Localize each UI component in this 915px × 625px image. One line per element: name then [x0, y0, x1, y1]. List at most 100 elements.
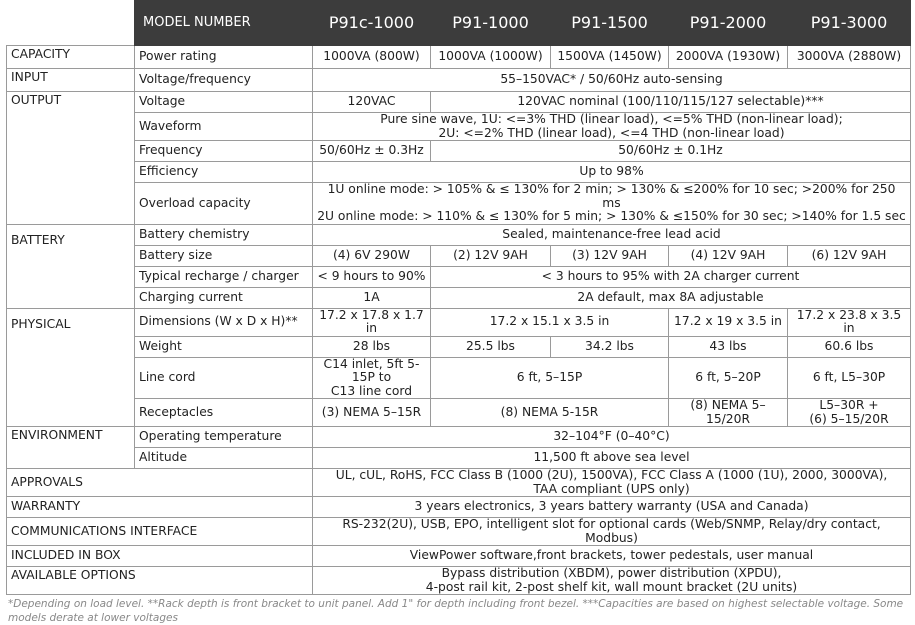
spec-label: Dimensions (W x D x H)** — [134, 307, 313, 337]
spec-label: Weight — [134, 335, 313, 358]
spec-label: Line cord — [134, 356, 313, 399]
model-heading: P91-1500 — [550, 0, 669, 46]
spec-value: 11,500 ft above sea level — [312, 447, 911, 469]
spec-value: 32–104°F (0–40°C) — [312, 426, 911, 448]
spec-value: L5–30R + (6) 5–15/20R — [787, 398, 911, 427]
spec-row: Battery size (4) 6V 290W (2) 12V 9AH (3) 12… — [7, 244, 911, 267]
spec-row: PHYSICAL Dimensions (W x D x H)** 17.2 x 1… — [6, 307, 911, 427]
general-label: APPROVALS — [6, 468, 313, 497]
general-row: WARRANTY 3 years electronics, 3 years bat… — [6, 496, 911, 518]
spec-value: (3) NEMA 5–15R — [312, 398, 431, 427]
spec-value: 120VAC — [312, 91, 431, 113]
spec-label: Receptacles — [134, 398, 313, 427]
spec-value: 1000VA (1000W) — [430, 45, 551, 69]
spec-value: 6 ft, L5–30P — [787, 356, 911, 399]
spec-value: 50/60Hz ± 0.3Hz — [312, 140, 431, 162]
spec-value: 34.2 lbs — [550, 335, 669, 358]
spec-row: Frequency 50/60Hz ± 0.3Hz 50/60Hz ± 0.1Hz — [7, 140, 911, 162]
spec-value: 17.2 x 17.8 x 1.7 in — [312, 307, 431, 337]
spec-row: OUTPUT Voltage 120VAC 120VAC nominal (100/1… — [6, 91, 911, 225]
general-label: INCLUDED IN BOX — [6, 545, 313, 567]
spec-value: < 3 hours to 95% with 2A charger current — [430, 265, 911, 288]
general-value: ViewPower software,front brackets, tower… — [312, 545, 911, 567]
model-heading: P91c-1000 — [312, 0, 431, 46]
spec-value: Up to 98% — [312, 161, 911, 183]
spec-row: INPUT Voltage/frequency 55–150VAC* / 50/60… — [6, 68, 911, 92]
general-row: INCLUDED IN BOX ViewPower software,front … — [6, 545, 911, 567]
general-row: COMMUNICATIONS INTERFACE RS-232(2U), USB,… — [6, 517, 911, 546]
spec-value: (4) 12V 9AH — [668, 244, 788, 267]
spec-value: (2) 12V 9AH — [430, 244, 551, 267]
spec-label: Operating temperature — [134, 426, 313, 448]
spec-label: Voltage — [134, 91, 313, 113]
spec-value: 1A — [312, 286, 431, 309]
model-heading: P91-3000 — [787, 0, 911, 46]
spec-row: Typical recharge / charger < 9 hours to 9… — [7, 265, 911, 288]
spec-value: 25.5 lbs — [430, 335, 551, 358]
model-heading: P91-1000 — [430, 0, 551, 46]
model-heading: P91-2000 — [668, 0, 788, 46]
spec-value: < 9 hours to 90% — [312, 265, 431, 288]
spec-value: 28 lbs — [312, 335, 431, 358]
spec-label: Voltage/frequency — [134, 68, 313, 92]
spec-row: Waveform Pure sine wave, 1U: <=3% THD (li… — [7, 112, 911, 141]
general-value: UL, cUL, RoHS, FCC Class B (1000 (2U), 1… — [312, 468, 911, 497]
header-row: MODEL NUMBER P91c-1000 P91-1000 P91-1500 P91… — [6, 0, 911, 46]
general-label: WARRANTY — [6, 496, 313, 518]
spec-row: Efficiency Up to 98% — [7, 161, 911, 183]
spec-label: Overload capacity — [134, 182, 313, 225]
spec-label: Charging current — [134, 286, 313, 309]
section-title: ENVIRONMENT — [6, 426, 135, 469]
model-number-heading: MODEL NUMBER — [134, 0, 313, 46]
section-title: PHYSICAL — [6, 307, 135, 427]
spec-label: Waveform — [134, 112, 313, 141]
spec-value: 43 lbs — [668, 335, 788, 358]
spec-label: Altitude — [134, 447, 313, 469]
general-row: AVAILABLE OPTIONS Bypass distribution (XB… — [6, 566, 911, 595]
spec-value: 2A default, max 8A adjustable — [430, 286, 911, 309]
spec-value: 1000VA (800W) — [312, 45, 431, 69]
general-value: RS-232(2U), USB, EPO, intelligent slot f… — [312, 517, 911, 546]
general-value: 3 years electronics, 3 years battery war… — [312, 496, 911, 518]
general-value: Bypass distribution (XBDM), power distri… — [312, 566, 911, 595]
spec-label: Battery size — [134, 244, 313, 267]
spec-value: (4) 6V 290W — [312, 244, 431, 267]
section-title: CAPACITY — [6, 45, 135, 69]
spec-row: Line cord C14 inlet, 5ft 5-15P to C13 lin… — [7, 356, 911, 399]
spec-value: (8) NEMA 5–15/20R — [668, 398, 788, 427]
spec-value: (3) 12V 9AH — [550, 244, 669, 267]
spec-value: Pure sine wave, 1U: <=3% THD (linear loa… — [312, 112, 911, 141]
spec-value: 17.2 x 15.1 x 3.5 in — [430, 307, 669, 337]
spec-row: Weight 28 lbs 25.5 lbs 34.2 lbs 43 lbs 60.6 l… — [7, 335, 911, 358]
spec-value: (8) NEMA 5-15R — [430, 398, 669, 427]
header-blank — [6, 0, 135, 46]
section-title: OUTPUT — [6, 91, 135, 225]
spec-label: Power rating — [134, 45, 313, 69]
spec-value: 17.2 x 23.8 x 3.5 in — [787, 307, 911, 337]
spec-value: C14 inlet, 5ft 5-15P to C13 line cord — [312, 356, 431, 399]
spec-label: Efficiency — [134, 161, 313, 183]
spec-value: 3000VA (2880W) — [787, 45, 911, 69]
section-title: BATTERY — [6, 223, 135, 309]
spec-label: Frequency — [134, 140, 313, 162]
spec-value: 60.6 lbs — [787, 335, 911, 358]
spec-row: ENVIRONMENT Operating temperature 32–104°F… — [6, 426, 911, 469]
spec-label: Typical recharge / charger — [134, 265, 313, 288]
spec-table: MODEL NUMBER P91c-1000 P91-1000 P91-1500 P91… — [6, 0, 911, 595]
footnote: *Depending on load level. **Rack depth i… — [8, 598, 904, 624]
spec-value: 120VAC nominal (100/110/115/127 selectab… — [430, 91, 911, 113]
spec-row: Overload capacity 1U online mode: > 105% … — [7, 182, 911, 225]
spec-value: (6) 12V 9AH — [787, 244, 911, 267]
spec-row: Receptacles (3) NEMA 5–15R (8) NEMA 5-15R(… — [7, 398, 911, 427]
spec-value: 17.2 x 19 x 3.5 in — [668, 307, 788, 337]
spec-value: Sealed, maintenance-free lead acid — [312, 223, 911, 246]
spec-row: Altitude 11,500 ft above sea level — [7, 447, 911, 469]
spec-value: 6 ft, 5–15P — [430, 356, 669, 399]
page: MODEL NUMBER P91c-1000 P91-1000 P91-1500 P91… — [6, 0, 911, 624]
spec-value: 1500VA (1450W) — [550, 45, 669, 69]
spec-value: 6 ft, 5–20P — [668, 356, 788, 399]
general-label: AVAILABLE OPTIONS — [6, 566, 313, 595]
general-row: APPROVALS UL, cUL, RoHS, FCC Class B (100… — [6, 468, 911, 497]
spec-row: Charging current 1A 2A default, max 8A adj… — [7, 286, 911, 309]
